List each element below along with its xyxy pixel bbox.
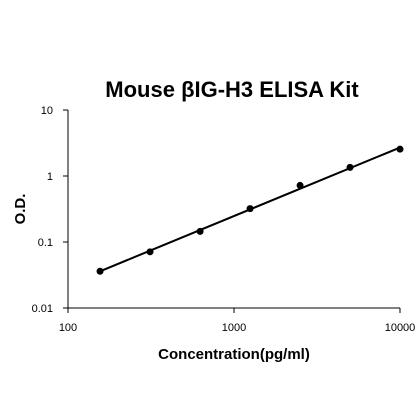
data-point [296, 181, 304, 189]
data-point [246, 205, 254, 213]
data-points [96, 145, 404, 275]
plot-area: 100 1000 10000 0.01 0.1 1 10 [32, 105, 416, 334]
x-tick-label: 10000 [385, 322, 416, 334]
y-tick-label: 10 [41, 105, 53, 117]
y-ticks: 0.01 0.1 1 10 [32, 105, 68, 315]
data-point [396, 145, 404, 153]
x-axis-label: Concentration(pg/ml) [158, 346, 310, 363]
y-tick-label: 0.1 [38, 237, 53, 249]
data-point [346, 163, 354, 171]
y-tick-label: 0.01 [32, 303, 53, 315]
y-tick-label: 1 [47, 171, 53, 183]
data-point [196, 227, 204, 235]
data-point [96, 267, 104, 275]
y-axis-label: O.D. [12, 194, 29, 225]
x-tick-label: 100 [59, 322, 77, 334]
x-ticks: 100 1000 10000 [59, 308, 415, 334]
data-point [146, 248, 154, 256]
x-tick-label: 1000 [222, 322, 246, 334]
chart-title: Mouse βIG-H3 ELISA Kit [105, 77, 359, 102]
